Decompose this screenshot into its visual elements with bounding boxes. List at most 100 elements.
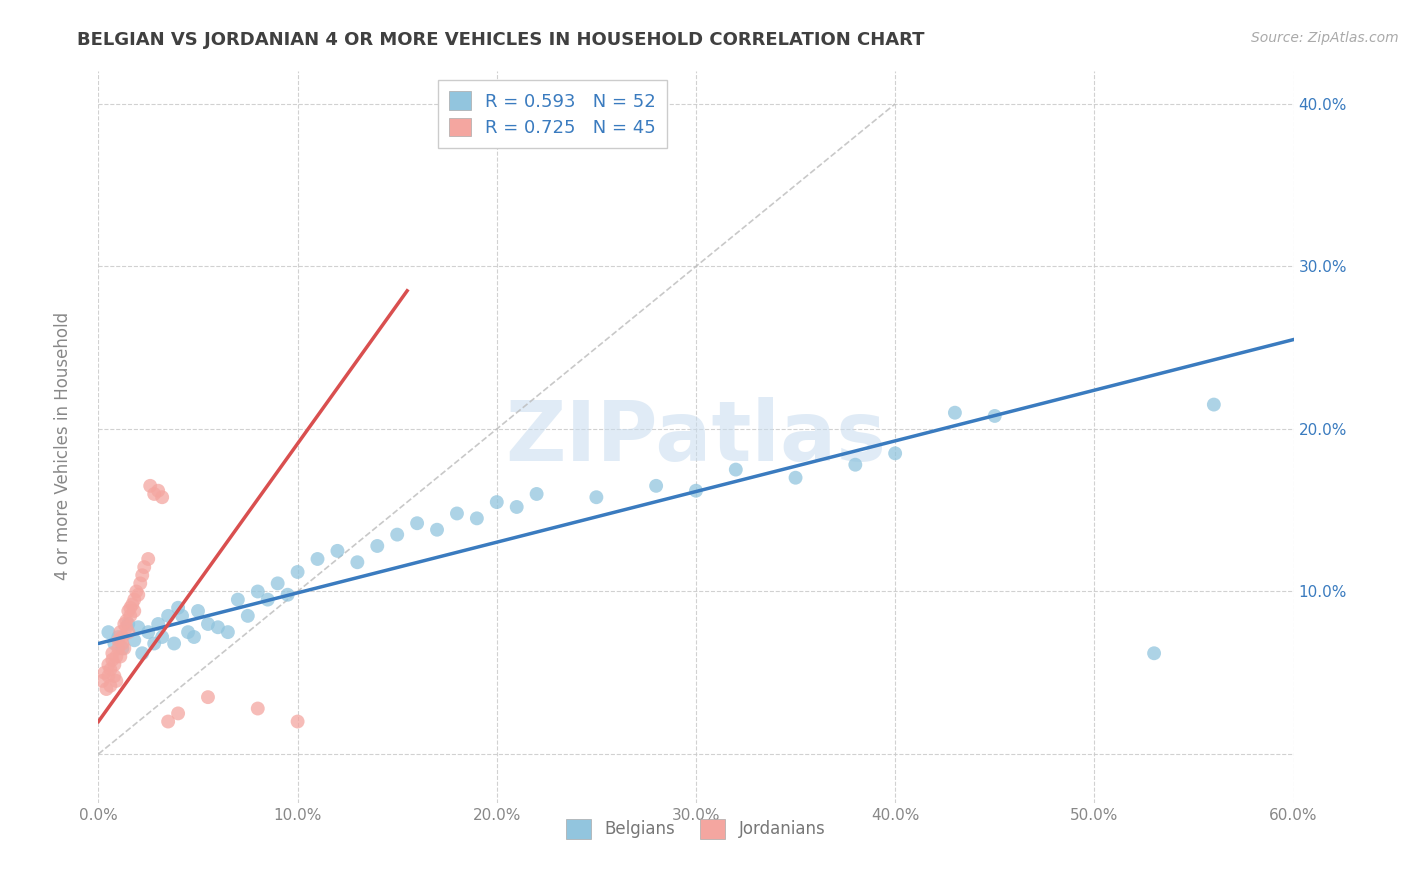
Point (121, 598, 143, 612)
Point (124, 592, 146, 607)
Legend: Belgians, Jordanians: Belgians, Jordanians (560, 812, 832, 846)
Point (105, 673, 128, 688)
Point (97, 669, 120, 683)
Text: Source: ZipAtlas.com: Source: ZipAtlas.com (1251, 31, 1399, 45)
Point (645, 479, 668, 493)
Point (107, 633, 129, 648)
Point (110, 649, 132, 664)
Point (107, 630, 129, 644)
Point (101, 653, 124, 667)
Point (277, 588, 299, 602)
Point (506, 500, 529, 514)
Point (136, 625, 159, 640)
Point (117, 617, 139, 632)
Point (844, 458, 866, 472)
Point (163, 636, 186, 650)
Point (107, 641, 129, 656)
Point (187, 604, 209, 618)
Point (150, 490, 173, 504)
Point (197, 617, 219, 632)
Point (136, 552, 159, 566)
Point (943, 406, 966, 420)
Point (307, 552, 329, 566)
Point (406, 516, 429, 531)
Point (120, 600, 142, 615)
Point (724, 462, 747, 476)
Point (197, 690, 219, 705)
Point (157, 608, 180, 623)
Point (426, 523, 449, 537)
Point (115, 620, 138, 634)
Point (111, 630, 134, 644)
Point (127, 620, 149, 634)
Point (177, 625, 200, 640)
Text: BELGIAN VS JORDANIAN 4 OR MORE VEHICLES IN HOUSEHOLD CORRELATION CHART: BELGIAN VS JORDANIAN 4 OR MORE VEHICLES … (77, 31, 925, 49)
Point (148, 483, 170, 498)
Point (148, 617, 170, 632)
Point (117, 604, 139, 618)
Point (1143, 646, 1166, 660)
Point (103, 636, 125, 650)
Point (267, 576, 290, 591)
Point (366, 539, 388, 553)
Point (103, 657, 125, 672)
Point (112, 617, 135, 632)
Point (93, 665, 115, 680)
Point (884, 446, 907, 460)
Point (346, 555, 368, 569)
Point (111, 641, 134, 656)
Point (446, 507, 468, 521)
Point (287, 565, 309, 579)
Point (326, 544, 349, 558)
Point (585, 490, 607, 504)
Point (134, 560, 156, 574)
Point (287, 714, 309, 729)
Point (127, 588, 149, 602)
Point (157, 714, 180, 729)
Point (1202, 398, 1225, 412)
Text: ZIPatlas: ZIPatlas (506, 397, 886, 477)
Point (143, 636, 166, 650)
Point (131, 568, 153, 582)
Point (256, 592, 278, 607)
Point (105, 649, 128, 664)
Point (112, 641, 135, 656)
Point (124, 604, 146, 618)
Point (167, 706, 190, 721)
Point (207, 620, 229, 634)
Point (143, 487, 166, 501)
Point (236, 608, 259, 623)
Point (97, 657, 120, 672)
Point (131, 646, 153, 660)
Point (385, 527, 409, 541)
Point (97, 625, 120, 640)
Point (103, 669, 125, 683)
Point (124, 633, 146, 648)
Point (217, 625, 239, 640)
Point (485, 495, 508, 509)
Point (150, 630, 173, 644)
Point (120, 608, 142, 623)
Point (526, 487, 548, 501)
Point (115, 614, 138, 628)
Point (685, 483, 707, 498)
Point (96, 681, 118, 696)
Point (98, 663, 122, 677)
Point (129, 576, 152, 591)
Point (785, 471, 807, 485)
Point (984, 409, 1007, 423)
Point (465, 511, 488, 525)
Point (226, 592, 249, 607)
Point (125, 584, 148, 599)
Point (172, 608, 194, 623)
Point (110, 625, 132, 640)
Point (117, 625, 139, 640)
Point (246, 584, 269, 599)
Point (91, 673, 114, 688)
Text: 4 or more Vehicles in Household: 4 or more Vehicles in Household (55, 312, 72, 580)
Point (98, 679, 122, 693)
Point (101, 646, 124, 660)
Point (167, 600, 190, 615)
Point (183, 630, 205, 644)
Point (246, 701, 269, 715)
